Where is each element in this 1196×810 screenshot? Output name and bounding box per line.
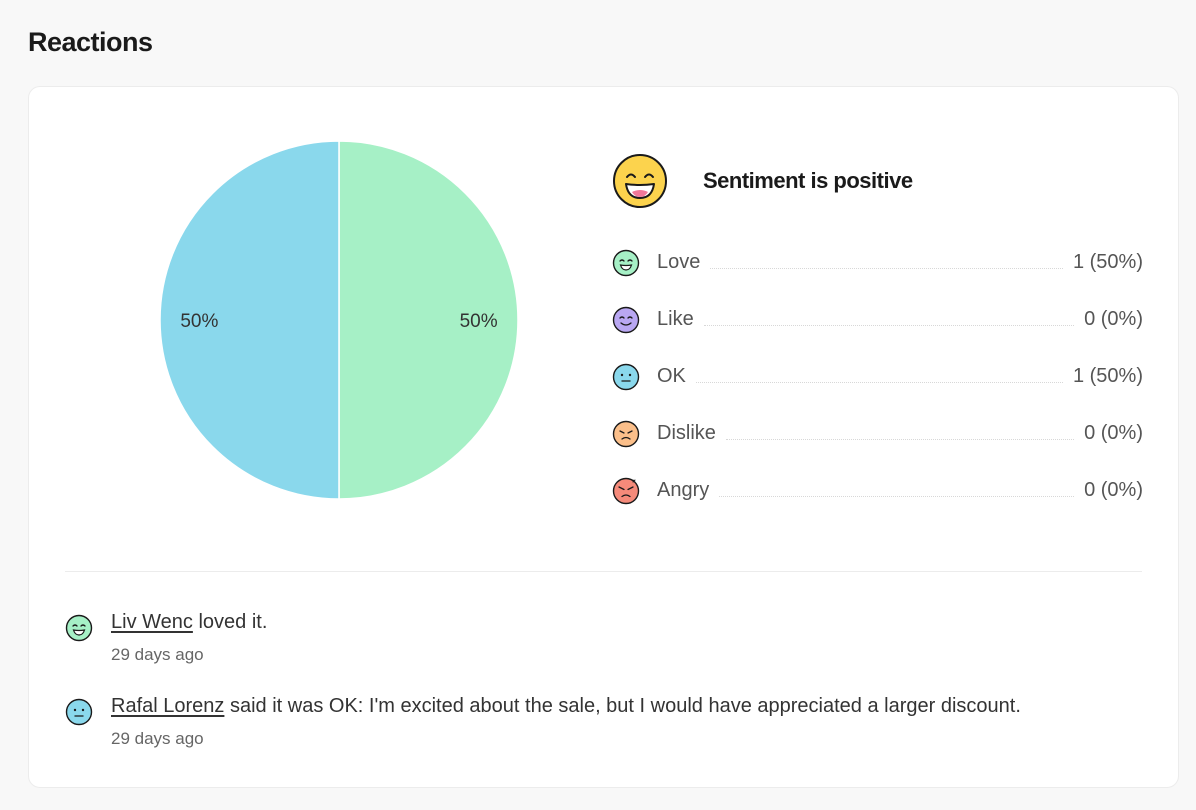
pie-slice-ok [159,140,340,500]
love-face-icon [612,249,640,276]
dotted-leader [710,268,1063,269]
reaction-breakdown: Love 1 (50%) Like 0 (0%) OK 1 [612,234,1143,519]
dotted-leader [719,496,1075,497]
reaction-text: Rafal Lorenz said it was OK: I'm excited… [111,695,1021,718]
dotted-leader [725,439,1075,440]
breakdown-label: Angry [657,479,710,501]
breakdown-row-ok: OK 1 (50%) [612,348,1143,405]
dotted-leader [695,382,1063,383]
ok-face-icon [65,698,93,726]
pie-svg: 50% 50% [159,140,519,500]
user-link[interactable]: Rafal Lorenz [111,695,225,717]
pie-slice-love [338,140,519,500]
breakdown-value: 1 (50%) [1072,365,1143,387]
like-face-icon [612,306,640,333]
dotted-leader [703,325,1075,326]
breakdown-row-like: Like 0 (0%) [612,291,1143,348]
pie-label-ok: 50% [180,311,218,332]
reaction-text: Liv Wenc loved it. [111,611,267,634]
sentiment-summary: Sentiment is positive [612,153,913,209]
sentiment-text: Sentiment is positive [703,168,913,193]
love-face-icon [65,614,93,642]
reactions-pie-chart: 50% 50% [159,140,519,500]
breakdown-row-love: Love 1 (50%) [612,234,1143,291]
breakdown-label: OK [657,365,686,387]
breakdown-value: 1 (50%) [1072,251,1143,273]
breakdown-label: Like [657,308,694,330]
breakdown-value: 0 (0%) [1084,422,1143,444]
pie-label-love: 50% [460,311,498,332]
breakdown-value: 0 (0%) [1084,308,1143,330]
breakdown-row-dislike: Dislike 0 (0%) [612,405,1143,462]
angry-face-icon [612,477,640,504]
breakdown-label: Love [657,251,701,273]
page-title: Reactions [28,27,153,57]
reaction-timestamp: 29 days ago [111,645,204,664]
reactions-card: 50% 50% Sentiment is positive Love 1 (50%… [28,86,1179,788]
grinning-face-icon [613,154,667,208]
divider [65,571,1142,572]
user-link[interactable]: Liv Wenc [111,611,193,633]
dislike-face-icon [612,420,640,447]
reaction-message: said it was OK: I'm excited about the sa… [224,695,1021,717]
reaction-message: loved it. [192,611,268,633]
breakdown-row-angry: Angry 0 (0%) [612,462,1143,519]
ok-face-icon [612,363,640,390]
reaction-timestamp: 29 days ago [111,729,204,748]
breakdown-value: 0 (0%) [1084,479,1143,501]
breakdown-label: Dislike [657,422,716,444]
